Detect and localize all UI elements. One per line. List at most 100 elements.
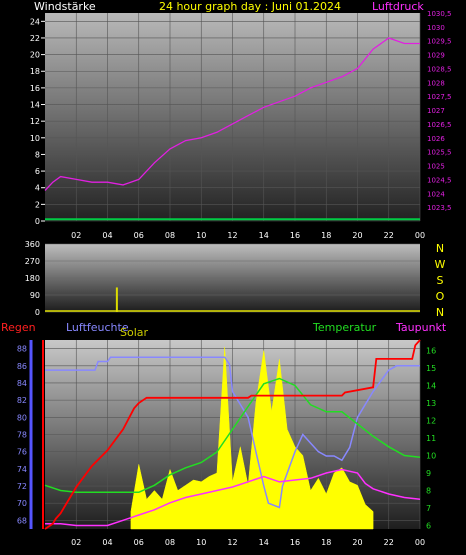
panel2-gridlines (45, 243, 420, 313)
panel3-marks (44, 339, 421, 530)
taupunkt-label: Taupunkt (395, 321, 447, 334)
pressure-tick-label: 1028 (427, 79, 445, 87)
direction-tick-label: 0 (35, 308, 40, 317)
temperature-tick-label: 6 (426, 522, 431, 531)
temperature-tick-label: 10 (426, 452, 436, 461)
direction-tick-label: 360 (25, 240, 40, 249)
pressure-tick-label: 1030 (427, 24, 445, 32)
pressure-tick-label: 1029,5 (427, 38, 452, 46)
wind-tick-label: 2 (35, 200, 40, 209)
wind-tick-label: 16 (30, 84, 40, 93)
x-tick-label-p3: 14 (259, 538, 269, 547)
wind-axis-title: Windstärke (34, 0, 96, 13)
pressure-tick-label: 1023,5 (427, 204, 452, 212)
direction-tick-label: 270 (25, 257, 40, 266)
x-tick-label-p3: 22 (384, 538, 394, 547)
pressure-tick-label: 1024 (427, 190, 445, 198)
x-tick-label-p1: 20 (352, 231, 362, 240)
temperature-series-line (44, 377, 421, 494)
compass-label: N (436, 242, 444, 255)
solar-label: Solar (120, 326, 149, 339)
humidity-tick-label: 72 (17, 482, 27, 491)
pressure-tick-label: 1024,5 (427, 176, 452, 184)
pressure-tick-label: 1030,5 (427, 10, 452, 18)
rain-series-line (44, 339, 421, 530)
x-tick-label-p1: 08 (165, 231, 175, 240)
humidity-series-line (45, 356, 420, 509)
temperature-tick-label: 11 (426, 434, 436, 443)
pressure-tick-label: 1025 (427, 163, 445, 171)
x-tick-label-p1: 12 (227, 231, 237, 240)
temperature-tick-label: 9 (426, 469, 431, 478)
x-tick-label-p3: 06 (134, 538, 144, 547)
x-tick-label-p3: 00 (415, 538, 425, 547)
temperature-tick-label: 7 (426, 504, 431, 513)
tick-labels: 0246810121416182022241023,510241024,5102… (17, 10, 452, 547)
compass-label: S (437, 274, 444, 287)
wind-tick-label: 0 (35, 217, 40, 226)
temperature-tick-label: 12 (426, 417, 436, 426)
pressure-tick-label: 1025,5 (427, 149, 452, 157)
wind-tick-label: 12 (30, 117, 40, 126)
pressure-tick-label: 1027 (427, 107, 445, 115)
wind-tick-label: 4 (35, 184, 40, 193)
x-tick-label-p1: 10 (196, 231, 206, 240)
x-tick-label-p3: 08 (165, 538, 175, 547)
pressure-tick-label: 1027,5 (427, 93, 452, 101)
x-tick-label-p1: 06 (134, 231, 144, 240)
humidity-tick-label: 82 (17, 396, 27, 405)
panel1-marks (44, 37, 420, 221)
humidity-tick-label: 80 (17, 413, 27, 422)
chart-title: 24 hour graph day : Juni 01.2024 (159, 0, 341, 13)
humidity-tick-label: 84 (17, 379, 27, 388)
wind-tick-label: 22 (30, 34, 40, 43)
x-tick-label-p1: 04 (102, 231, 112, 240)
pressure-tick-label: 1028,5 (427, 65, 452, 73)
temperature-tick-label: 8 (426, 487, 431, 496)
x-tick-label-p1: 18 (321, 231, 331, 240)
temperature-tick-label: 13 (426, 399, 436, 408)
x-tick-label-p3: 18 (321, 538, 331, 547)
compass-label: O (436, 290, 445, 303)
wind-tick-label: 8 (35, 150, 40, 159)
pressure-series-line (44, 37, 420, 191)
wind-tick-label: 18 (30, 67, 40, 76)
pressure-tick-label: 1026 (427, 135, 445, 143)
panel3-gridlines (29, 340, 421, 529)
wind-tick-label: 10 (30, 134, 40, 143)
x-tick-label-p1: 22 (384, 231, 394, 240)
humidity-tick-label: 76 (17, 448, 27, 457)
wind-tick-label: 20 (30, 51, 40, 60)
x-tick-label-p3: 10 (196, 538, 206, 547)
dewpoint-series-line (45, 468, 421, 527)
temperatur-label: Temperatur (312, 321, 377, 334)
x-tick-label-p3: 04 (102, 538, 112, 547)
panel2-marks (45, 287, 420, 312)
x-tick-label-p1: 00 (415, 231, 425, 240)
wind-tick-label: 14 (30, 101, 40, 110)
humidity-tick-label: 70 (17, 499, 27, 508)
x-tick-label-p3: 02 (71, 538, 81, 547)
direction-tick-label: 90 (30, 291, 40, 300)
direction-tick-label: 180 (25, 274, 40, 283)
x-tick-label-p1: 14 (259, 231, 269, 240)
solar-area (130, 346, 374, 530)
humidity-tick-label: 88 (17, 345, 27, 354)
x-tick-label-p3: 20 (352, 538, 362, 547)
compass-label: N (436, 306, 444, 319)
wind-tick-label: 6 (35, 167, 40, 176)
humidity-tick-label: 86 (17, 362, 27, 371)
pressure-tick-label: 1029 (427, 52, 445, 60)
regen-label: Regen (1, 321, 36, 334)
humidity-tick-label: 74 (17, 465, 27, 474)
x-tick-label-p3: 12 (227, 538, 237, 547)
x-tick-label-p1: 02 (71, 231, 81, 240)
luftfeuchte-label: Luftfeuchte (66, 321, 129, 334)
pressure-tick-label: 1026,5 (427, 121, 452, 129)
pressure-axis-title: Luftdruck (372, 0, 424, 13)
temperature-tick-label: 16 (426, 347, 436, 356)
x-tick-label-p3: 16 (290, 538, 300, 547)
panel1-gridlines (41, 13, 421, 222)
wind-tick-label: 24 (30, 17, 40, 26)
